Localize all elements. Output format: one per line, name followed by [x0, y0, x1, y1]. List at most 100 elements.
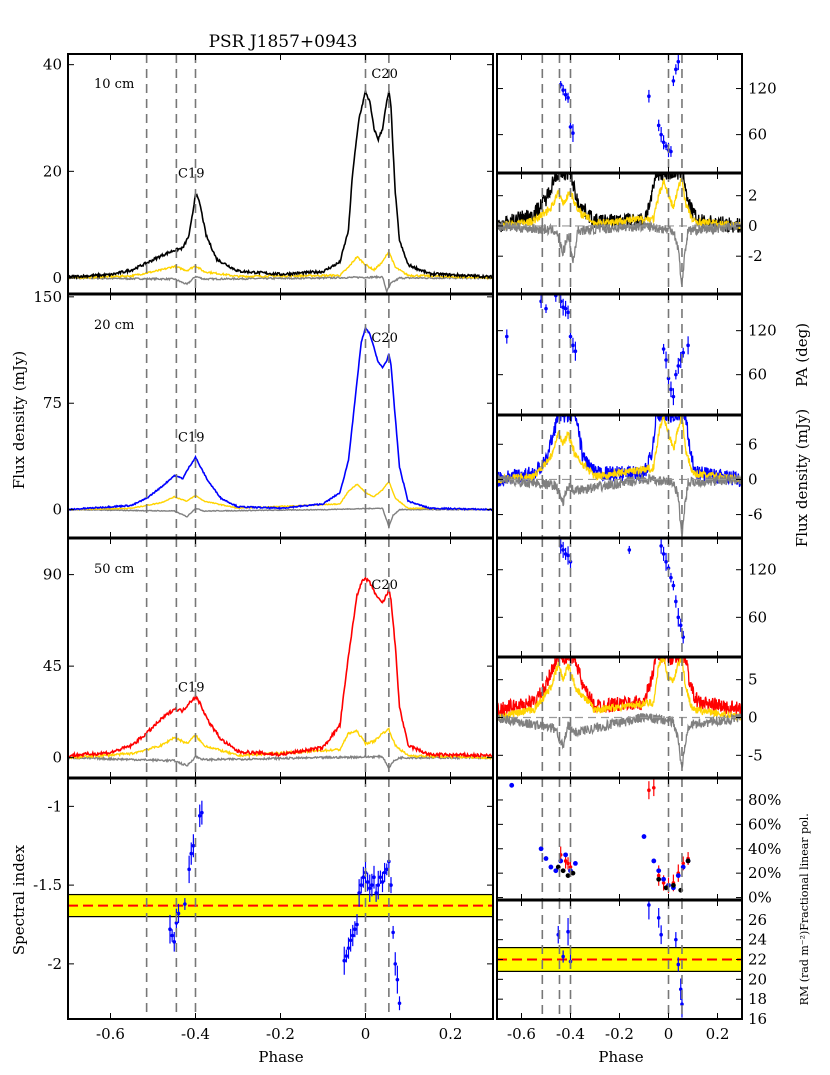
left-panel-3: C19 C20 0 45 90: [43, 536, 493, 778]
left-panel-2: C19 C20 0 75 150: [33, 288, 493, 538]
right-7-tick-label: 20%: [748, 864, 781, 882]
pa-point: [681, 350, 685, 355]
frac-pol-50cm-point: [681, 861, 685, 866]
spectral-index-point: [391, 930, 395, 935]
label-10cm: 10 cm: [94, 77, 134, 92]
rm-point: [566, 929, 570, 934]
frac-pol-10cm-point: [663, 885, 669, 891]
pa-point: [661, 552, 666, 556]
left-4-xtick-label: -0.6: [96, 1025, 125, 1043]
pa-point: [563, 92, 568, 97]
right-panel-4: -6 0 6: [497, 413, 763, 538]
pa-point: [676, 615, 681, 620]
right-3-tick-label: 120: [748, 322, 777, 340]
pa-point: [669, 387, 673, 392]
pa-point: [674, 599, 678, 604]
left-4-tick-label: -1: [47, 797, 62, 815]
pa-point: [561, 548, 565, 552]
plot-area: [68, 538, 493, 778]
spectral-index-point: [357, 891, 361, 895]
pa-point: [656, 123, 661, 128]
frac-pol-10cm-point: [560, 868, 566, 874]
spectral-index-point: [187, 867, 191, 872]
right-frac-label: Fractional linear pol.: [798, 813, 811, 930]
spectral-index-point: [372, 875, 376, 880]
pa-point: [664, 144, 668, 148]
frac-pol-20cm-point: [543, 856, 549, 861]
right-8-xtick-label: -0.6: [507, 1025, 536, 1043]
frac-pol-10cm-point: [685, 858, 691, 864]
pa-point: [566, 95, 570, 100]
right-2-tick-label: 2: [748, 187, 758, 205]
pa-point: [544, 306, 548, 311]
spectral-index-point: [370, 883, 374, 887]
spectral-index-point: [344, 954, 349, 958]
right-3-tick-label: 60: [748, 366, 767, 384]
spectral-index-point: [346, 946, 351, 950]
x-label-right: Phase: [598, 1048, 643, 1066]
left-3-tick-label: 45: [43, 657, 62, 675]
pa-point: [669, 575, 673, 580]
pa-point: [666, 376, 671, 381]
pa-point: [664, 560, 668, 564]
right-4-tick-label: 0: [748, 470, 758, 488]
right-7-tick-label: 0%: [748, 889, 772, 907]
right-7-tick-label: 60%: [748, 815, 781, 833]
right-panel-6: -5 0 5: [497, 655, 763, 778]
left-y-label: Flux density (mJy): [10, 351, 28, 489]
pa-point: [568, 125, 573, 129]
spectral-index-point: [348, 938, 353, 943]
pa-point: [566, 310, 570, 315]
pa-point: [563, 306, 568, 311]
circular-pol-line: [497, 473, 742, 536]
label-50cm: 50 cm: [94, 562, 134, 577]
right-8-tick-label: 26: [748, 911, 767, 929]
left-1-tick-label: 0: [52, 269, 62, 287]
left-4-xtick-label: -0.4: [181, 1025, 210, 1043]
left-2-tick-label: 0: [52, 501, 62, 519]
left-4-xtick-label: -0.2: [266, 1025, 295, 1043]
left-2-tick-label: 150: [33, 288, 62, 306]
rm-point: [647, 903, 651, 907]
spectral-index-point: [389, 883, 393, 887]
frac-pol-20cm-point: [548, 864, 554, 870]
frac-pol-50cm-point: [563, 859, 568, 863]
frac-pol-20cm-point: [573, 861, 578, 866]
total-intensity-line: [497, 415, 742, 487]
linear-pol-line: [497, 177, 742, 231]
frac-pol-20cm-point: [675, 873, 681, 878]
frac-pol-10cm-point: [656, 876, 662, 882]
left-panel-1: C19 C20 0 20 40: [43, 54, 493, 294]
right-panel-7: 0% 20% 40% 60% 80%: [497, 776, 781, 907]
right-7-tick-label: 40%: [748, 840, 781, 858]
circular-pol-line: [68, 274, 493, 294]
circular-pol-line: [68, 754, 493, 769]
linear-pol-line: [68, 727, 493, 761]
spectral-index-point: [168, 927, 172, 932]
rm-point: [676, 962, 681, 967]
right-frame: [496, 53, 743, 1020]
left-3-tick-label: 90: [43, 566, 62, 584]
right-5-tick-label: 120: [748, 561, 777, 579]
plot-area: [68, 294, 493, 538]
plot-area: [497, 657, 742, 778]
spectral-index-point: [191, 843, 196, 848]
pa-point: [686, 343, 690, 348]
frac-pol-50cm-point: [652, 785, 656, 790]
right-panel-3: 60 120: [497, 292, 777, 415]
plot-area: [541, 54, 683, 173]
frac-pol-50cm-point: [656, 873, 661, 878]
spectral-index-point: [200, 810, 204, 815]
pa-point: [674, 372, 678, 377]
frac-pol-20cm-point: [661, 876, 666, 882]
rm-point: [656, 916, 661, 920]
circular-pol-line: [497, 219, 742, 285]
spectral-index-point: [174, 921, 179, 925]
right-6-tick-label: 0: [748, 709, 758, 727]
component-label: C19: [178, 681, 205, 696]
spectral-index-point: [397, 1001, 402, 1006]
component-label: C19: [178, 167, 205, 182]
left-4-xtick-label: 0: [361, 1025, 371, 1043]
circular-pol-line: [497, 712, 742, 769]
